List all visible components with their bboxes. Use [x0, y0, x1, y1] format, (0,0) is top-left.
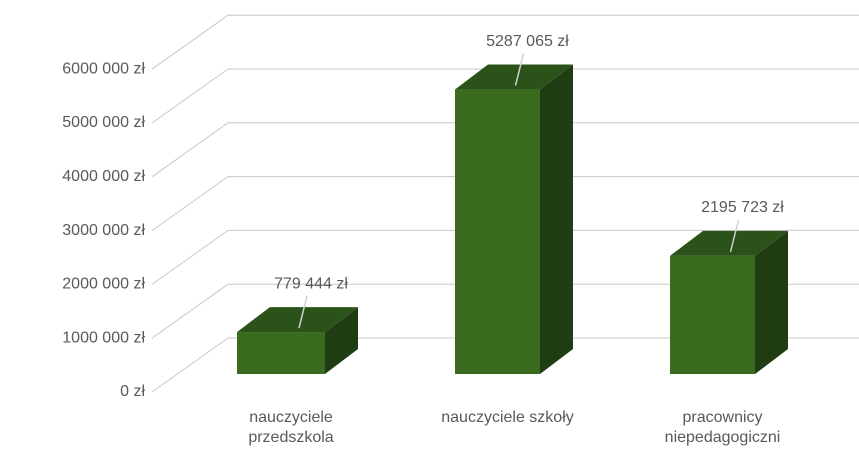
grid-line-side: [151, 68, 229, 124]
bar-top: [237, 307, 358, 333]
grid-line-side: [151, 176, 229, 232]
y-tick-label: 3000 000 zł: [62, 222, 145, 239]
leader-line: [514, 53, 525, 86]
y-tick-label: 6000 000 zł: [62, 60, 145, 77]
x-tick-label: nauczyciele przedszkola: [248, 409, 334, 446]
bar-top: [455, 64, 573, 90]
bar-side: [755, 230, 788, 374]
grid-line-side: [151, 14, 229, 70]
y-tick-label: 2000 000 zł: [62, 276, 145, 293]
bar-side: [325, 307, 358, 374]
bar: [670, 255, 755, 374]
leader-line: [298, 295, 308, 329]
leader-line: [729, 219, 740, 253]
data-label: 5287 065 zł: [486, 33, 569, 50]
y-tick-label: 4000 000 zł: [62, 168, 145, 185]
grid-line-side: [151, 122, 229, 178]
bar-top: [670, 230, 788, 256]
data-label: 2195 723 zł: [701, 199, 784, 216]
bar-side: [540, 64, 573, 374]
y-tick-label: 0 zł: [120, 383, 145, 400]
x-tick-label: pracownicy niepedagogiczni: [664, 409, 781, 446]
bar: [237, 332, 325, 374]
grid-line-side: [151, 283, 229, 339]
x-tick-label: nauczyciele szkoły: [441, 409, 574, 426]
y-tick-label: 1000 000 zł: [62, 329, 145, 346]
y-tick-label: 5000 000 zł: [62, 114, 145, 131]
bar: [455, 89, 540, 374]
data-label: 779 444 zł: [274, 275, 348, 292]
grid-line-side: [151, 229, 229, 285]
grid-line-side: [151, 337, 229, 393]
